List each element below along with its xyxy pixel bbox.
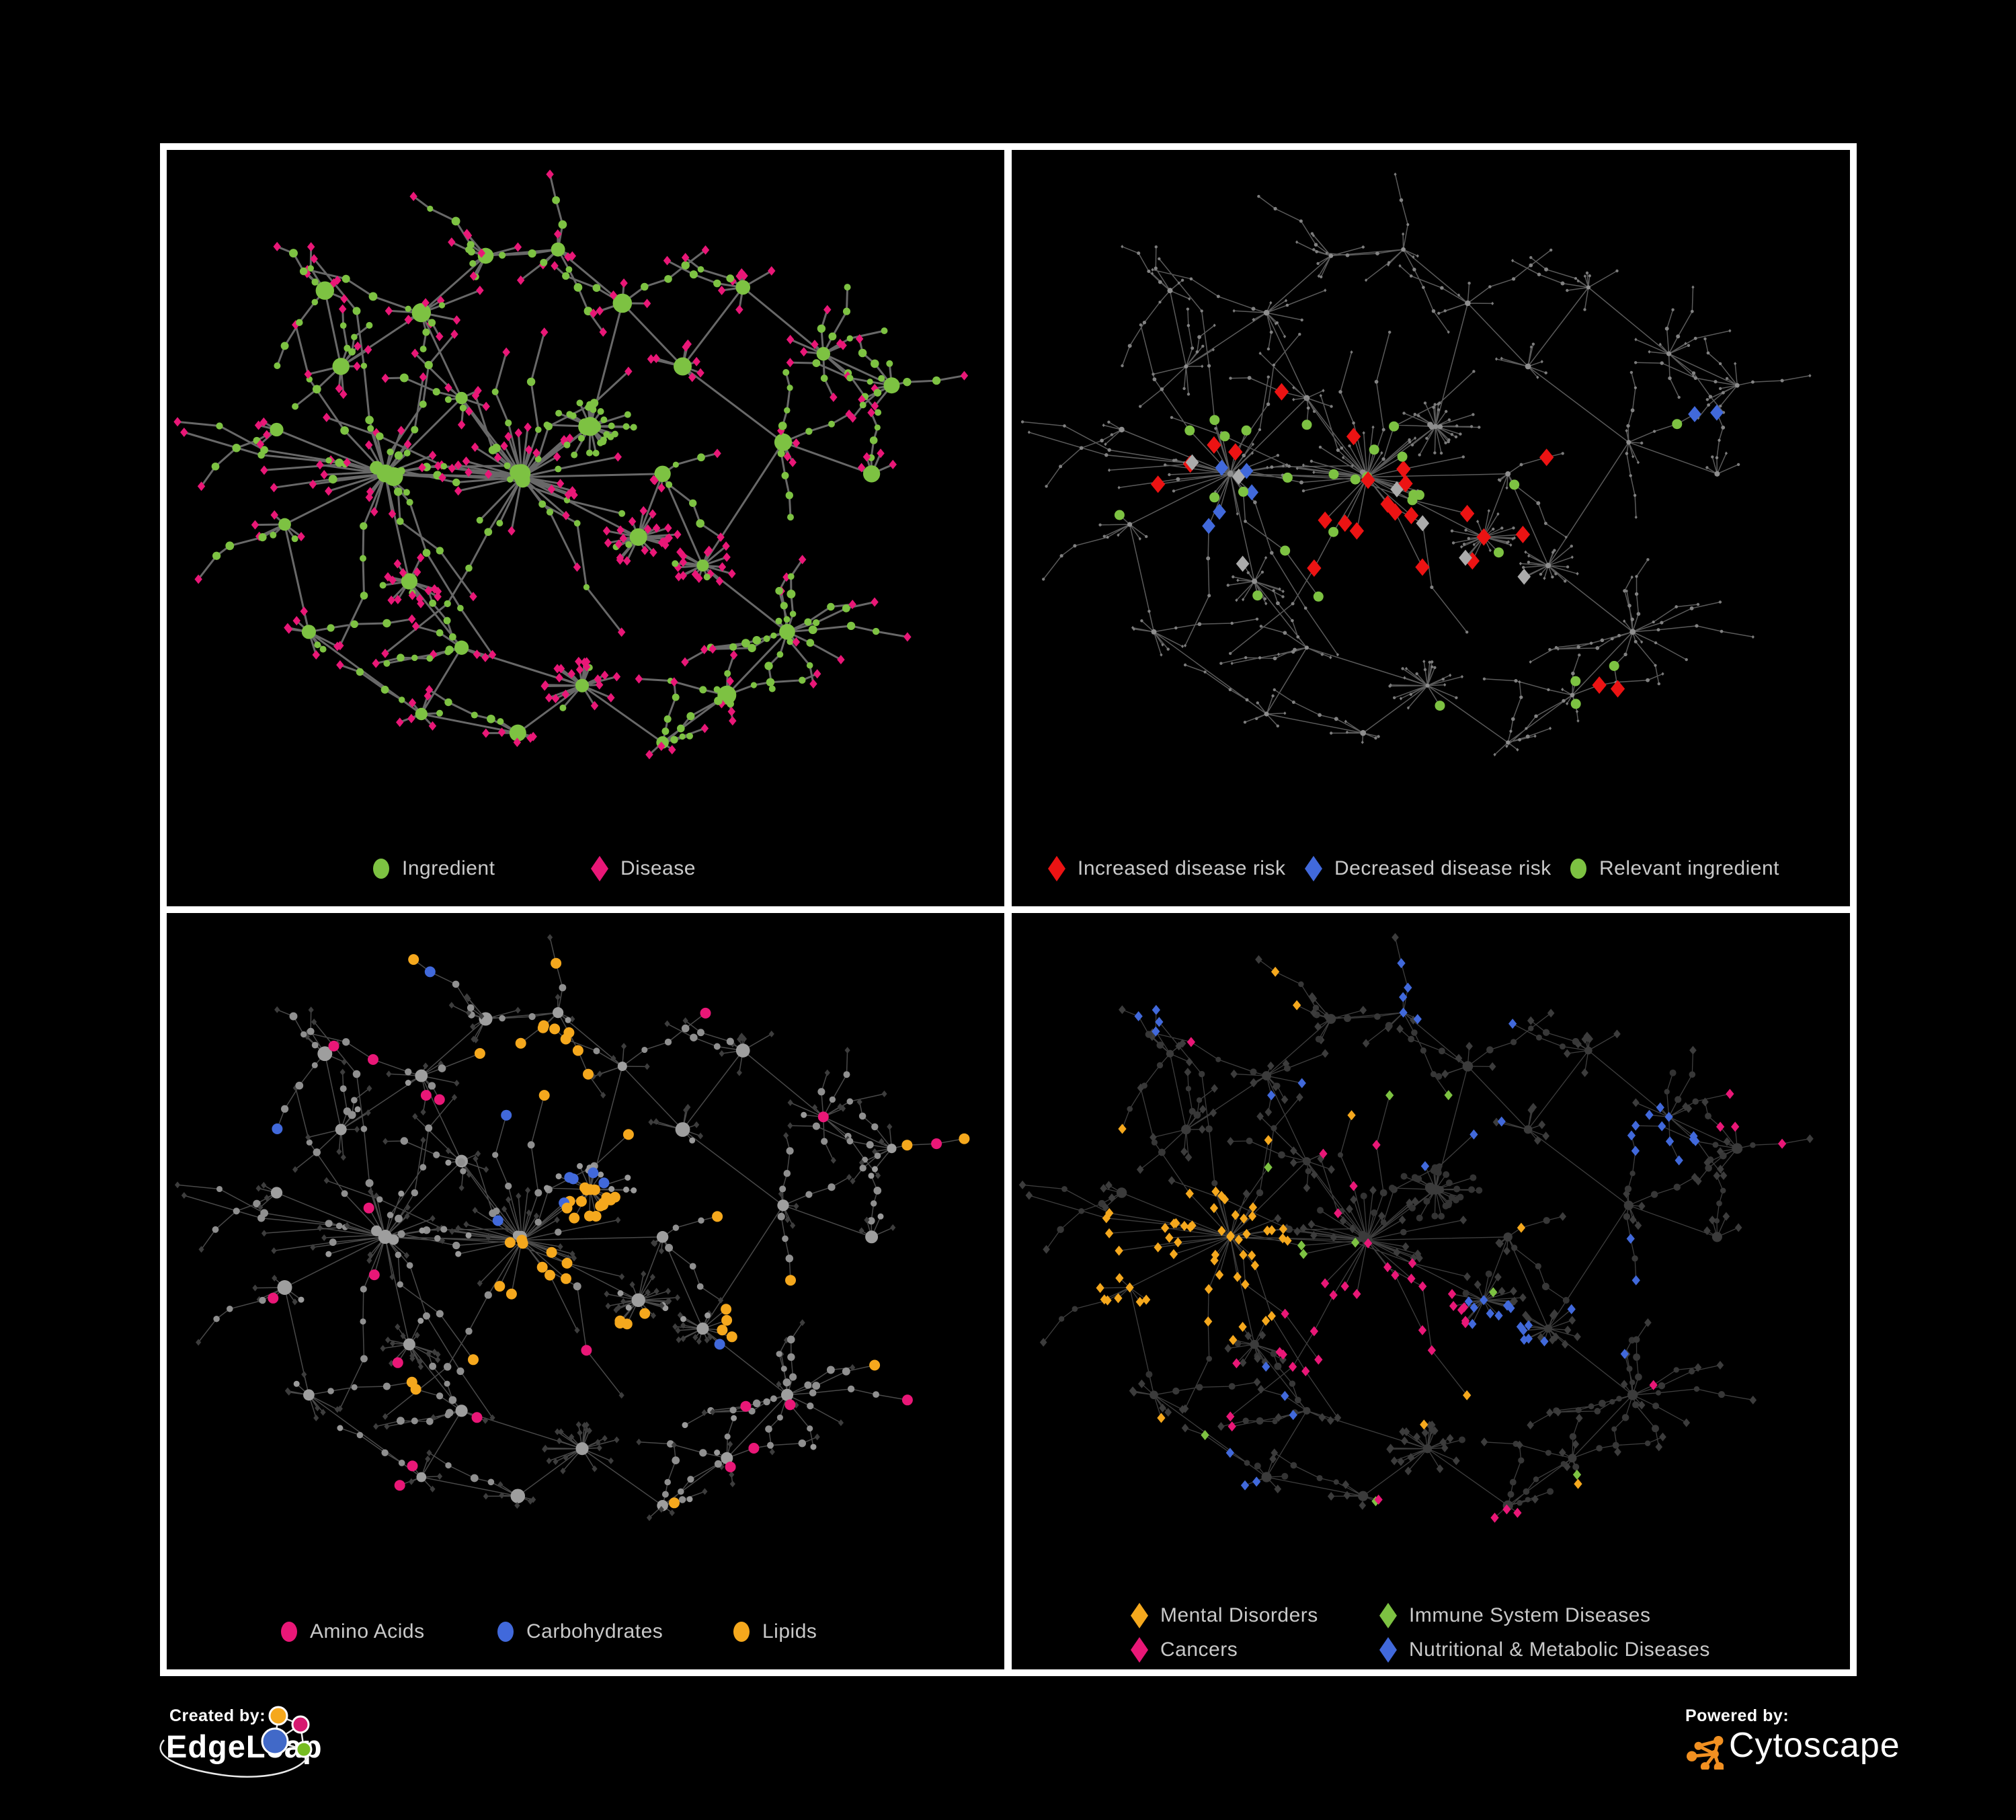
legend-label: Amino Acids — [310, 1620, 425, 1643]
edgeleap-logo-icon — [159, 1706, 313, 1778]
panel-disease-risk: Increased disease risk Decreased disease … — [1012, 150, 1850, 906]
network-edges — [1022, 937, 1810, 1518]
cytoscape-wordmark: Cytoscape — [1729, 1726, 1900, 1765]
legend-item-decreased-disease-risk: Decreased disease risk — [1304, 855, 1551, 883]
frame-horizontal-divider — [160, 906, 1857, 913]
legend-item-mental-disorders: Mental Disorders — [1130, 1601, 1318, 1630]
panel-ingredient-disease: Ingredient Disease — [167, 150, 1004, 906]
network-highlight-nodes — [1114, 383, 1724, 711]
legend-swatch-diamond — [1379, 1637, 1397, 1663]
legend-swatch-diamond — [1305, 856, 1322, 881]
legend-item-cancers: Cancers — [1130, 1636, 1238, 1664]
legend-item-amino-acids: Amino Acids — [280, 1618, 425, 1646]
legend-swatch-circle — [373, 859, 389, 879]
network-edges — [177, 173, 965, 756]
cytoscape-logo-icon — [1687, 1735, 1724, 1770]
network-nodes — [174, 934, 897, 1521]
network-canvas-ingredient-disease-network — [173, 169, 969, 760]
network-nodes — [1020, 172, 1812, 757]
legend-item-ingredient: Ingredient — [372, 855, 495, 883]
legend-swatch-diamond — [591, 856, 608, 881]
network-edges — [1022, 174, 1810, 755]
legend-swatch-diamond — [1379, 1603, 1397, 1628]
legend-swatch-circle — [733, 1622, 750, 1642]
powered-by-label: Powered by: — [1685, 1706, 1789, 1725]
legend-item-nutritional-metabolic-diseases: Nutritional & Metabolic Diseases — [1379, 1636, 1710, 1664]
panel-nutrient-classes: Amino Acids Carbohydrates Lipids — [167, 913, 1004, 1669]
legend-label: Lipids — [762, 1620, 817, 1643]
legend-label: Cancers — [1160, 1638, 1238, 1661]
legend-swatch-diamond — [1131, 1637, 1148, 1663]
legend-label: Mental Disorders — [1160, 1604, 1318, 1626]
legend-item-lipids: Lipids — [732, 1618, 817, 1646]
network-canvas-nutrient-class-network — [174, 934, 970, 1521]
legend-label: Decreased disease risk — [1334, 857, 1551, 879]
legend-label: Relevant ingredient — [1599, 857, 1780, 879]
network-canvas-disease-risk-network — [1020, 172, 1812, 757]
legend-swatch-diamond — [1131, 1603, 1148, 1628]
legend-label: Carbohydrates — [526, 1620, 663, 1643]
network-highlight-nodes — [268, 954, 970, 1509]
network-canvas-disease-category-network — [1018, 933, 1814, 1523]
legend-item-immune-system-diseases: Immune System Diseases — [1379, 1601, 1650, 1630]
legend-swatch-circle — [1570, 859, 1586, 879]
legend-item-relevant-ingredient: Relevant ingredient — [1569, 855, 1779, 883]
legend-label: Increased disease risk — [1078, 857, 1286, 879]
legend-swatch-circle — [281, 1622, 297, 1642]
legend-label: Nutritional & Metabolic Diseases — [1409, 1638, 1710, 1661]
legend-label: Disease — [620, 857, 696, 879]
legend-item-increased-disease-risk: Increased disease risk — [1047, 855, 1285, 883]
network-nodes — [1018, 933, 1814, 1511]
legend-item-disease: Disease — [590, 855, 696, 883]
created-by-label: Created by: — [169, 1706, 266, 1725]
panel-disease-categories: Mental Disorders Immune System Diseases Ca… — [1012, 913, 1850, 1669]
network-nodes — [173, 169, 969, 760]
legend-label: Ingredient — [402, 857, 495, 879]
network-edges — [177, 937, 965, 1518]
legend-item-carbohydrates: Carbohydrates — [496, 1618, 663, 1646]
legend-label: Immune System Diseases — [1409, 1604, 1651, 1626]
legend-swatch-diamond — [1048, 856, 1065, 881]
legend-swatch-circle — [497, 1622, 514, 1642]
